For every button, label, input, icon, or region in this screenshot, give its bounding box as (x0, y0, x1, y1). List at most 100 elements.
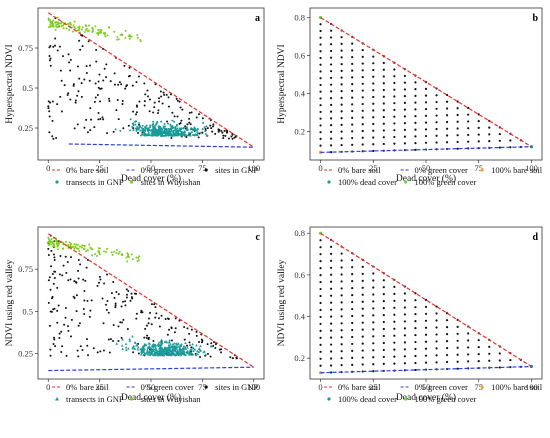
data-point-transects-in-gnp (167, 127, 170, 130)
x-tick-label: 100 (247, 163, 260, 173)
data-point-transects-in-gnp (131, 346, 135, 350)
data-point-grid (340, 103, 343, 106)
data-point-transects-in-gnp (176, 134, 179, 137)
data-point-grid (498, 132, 501, 136)
data-point-sites-in-gnp (60, 110, 63, 113)
data-point-sites-in-gnp (124, 300, 127, 303)
data-point-sites-in-wuyishan (49, 23, 52, 26)
reference-line-0-green-cover (320, 365, 532, 374)
data-point-sites-in-gnp (83, 78, 86, 81)
data-point-transects-in-gnp (128, 339, 132, 342)
data-point-sites-in-gnp (56, 321, 59, 324)
data-point-grid (414, 299, 417, 302)
data-point-sites-in-wuyishan (81, 26, 84, 29)
data-point-grid (393, 102, 396, 105)
data-point-grid (477, 346, 480, 349)
data-point-grid (424, 326, 428, 329)
data-point-sites-in-gnp (209, 355, 212, 358)
reference-line-0-bare-soil (47, 12, 255, 148)
data-point-grid (351, 49, 354, 52)
data-point-grid (351, 56, 354, 59)
data-point-grid (403, 74, 407, 78)
data-point-grid (361, 102, 364, 106)
data-point-grid (351, 314, 354, 318)
y-tick-label: 0.25 (18, 349, 33, 359)
data-point-sites-in-gnp (64, 316, 67, 319)
data-point-sites-in-wuyishan (47, 236, 50, 239)
data-point-sites-in-gnp (67, 92, 70, 95)
data-point-sites-in-gnp (122, 318, 125, 321)
data-point-grid (477, 353, 480, 356)
data-point-sites-in-gnp (146, 89, 149, 92)
data-point-sites-in-gnp (103, 282, 106, 285)
data-point-sites-in-wuyishan (130, 253, 133, 256)
data-point-grid (477, 140, 480, 143)
data-point-grid (329, 110, 333, 113)
x-tick-label: 75 (474, 163, 483, 173)
data-point-transects-in-gnp (171, 119, 174, 122)
data-point-transects-in-gnp (194, 353, 198, 357)
data-point-grid (372, 328, 375, 331)
data-point-grid (456, 113, 459, 117)
data-point-sites-in-gnp (47, 301, 50, 304)
data-point-sites-in-gnp (58, 337, 61, 340)
data-point-sites-in-gnp (157, 109, 160, 112)
data-point-transects-in-gnp (172, 348, 176, 352)
data-point-grid (329, 343, 333, 346)
data-point-transects-in-gnp (131, 122, 134, 125)
data-point-sites-in-gnp (183, 338, 186, 341)
data-point-sites-in-wuyishan (54, 21, 57, 24)
data-point-grid (372, 356, 375, 359)
data-point-sites-in-gnp (135, 81, 138, 84)
data-point-sites-in-wuyishan (49, 25, 52, 28)
data-point-sites-in-gnp (170, 326, 173, 329)
data-point-sites-in-gnp (48, 131, 51, 134)
data-point-transects-in-gnp (192, 129, 195, 132)
data-point-transects-in-gnp (167, 122, 170, 125)
data-point-grid (319, 287, 322, 291)
data-point-grid (509, 139, 512, 142)
data-point-grid (403, 135, 407, 138)
data-point-transects-in-gnp (195, 343, 198, 347)
data-point-sites-in-gnp (125, 296, 128, 299)
data-point-sites-in-gnp (230, 135, 233, 138)
data-point-transects-in-gnp (131, 335, 134, 338)
reference-line-0-green-cover (48, 366, 254, 372)
data-point-sites-in-gnp (166, 120, 169, 123)
data-point-transects-in-gnp (168, 352, 172, 355)
data-point-grid (477, 359, 480, 363)
data-point-grid (351, 266, 354, 269)
data-point-sites-in-gnp (66, 94, 69, 97)
data-point-sites-in-gnp (64, 307, 67, 310)
data-point-grid (361, 55, 364, 58)
data-point-sites-in-wuyishan (91, 30, 94, 33)
legend: 0% bare soil 0% green cover sites in GNP tr… (52, 165, 258, 187)
data-point-sites-in-wuyishan (127, 253, 130, 256)
data-point-grid (319, 23, 322, 26)
data-point-sites-in-wuyishan (86, 249, 89, 252)
data-point-sites-in-wuyishan (48, 241, 51, 244)
data-point-sites-in-gnp (73, 127, 76, 130)
data-point-grid (403, 88, 407, 91)
data-point-grid (329, 350, 333, 353)
data-point-grid (340, 364, 343, 367)
data-point-sites-in-gnp (60, 330, 63, 333)
data-point-grid (382, 286, 385, 289)
y-tick-label: 0.8 (294, 13, 305, 23)
data-point-transects-in-gnp (171, 130, 174, 133)
data-point-sites-in-gnp (220, 348, 223, 351)
data-point-sites-in-wuyishan (91, 26, 94, 29)
data-point-sites-in-gnp (77, 269, 80, 272)
data-point-grid (424, 340, 428, 343)
data-point-transects-in-gnp (150, 129, 153, 132)
data-point-grid (424, 87, 428, 90)
data-point-grid (329, 117, 333, 120)
data-point-transects-in-gnp (136, 125, 139, 128)
y-axis-title: Hyperspectral NDVI (277, 44, 287, 123)
data-point-sites-in-gnp (201, 117, 204, 120)
data-point-grid (372, 314, 375, 317)
data-point-sites-in-gnp (121, 99, 124, 102)
data-point-grid (340, 266, 343, 269)
data-point-sites-in-gnp (190, 346, 193, 349)
data-point-grid (361, 335, 364, 338)
